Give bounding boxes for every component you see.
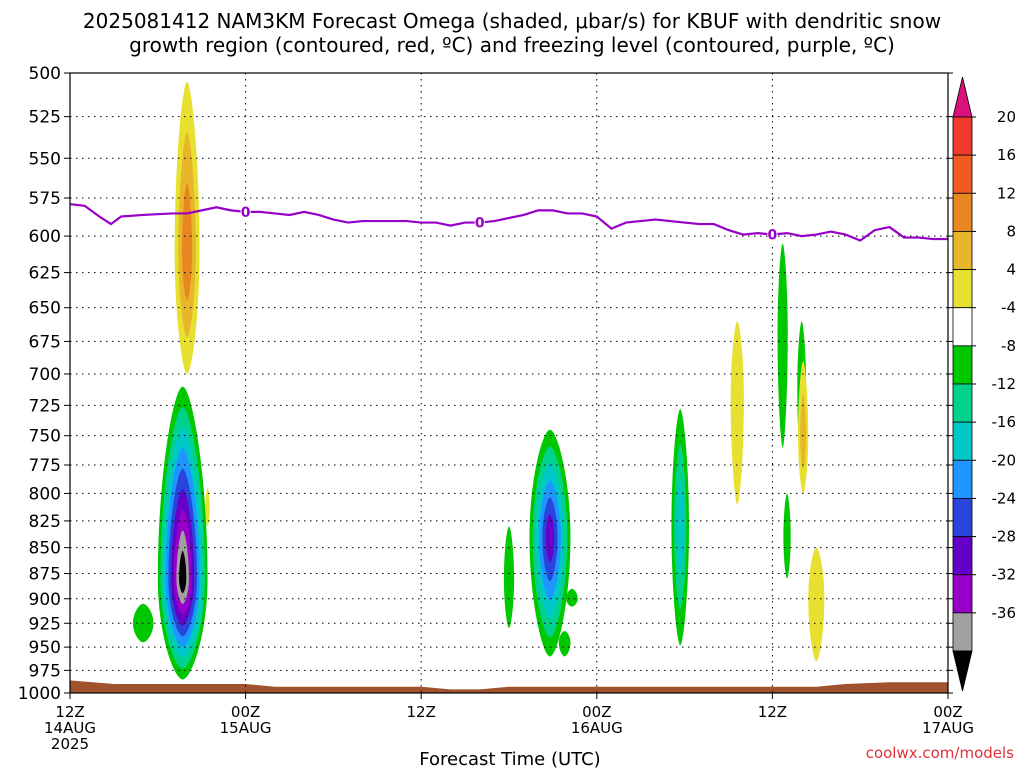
y-tick-label: 575 (29, 189, 61, 209)
y-tick-label: 650 (29, 299, 61, 319)
x-tick-label: 00Z (231, 703, 260, 721)
grid-lines (70, 73, 948, 693)
omega-blob-11-level-1 (800, 392, 807, 469)
colorbar-bottom-arrow (952, 650, 973, 692)
colorbar-segment (952, 383, 973, 423)
y-tick-label: 950 (29, 638, 61, 658)
colorbar-label: 4 (1006, 261, 1016, 279)
plot-area: 0 0 0 500 525 550 575 600 625 650 675 700 725 750 775 8… (18, 64, 974, 753)
colorbar-label: 16 (997, 146, 1016, 164)
colorbar-segment (952, 307, 973, 347)
x-tick-label: 12Z (758, 703, 787, 721)
freezing-level-label: 0 (475, 216, 485, 232)
omega-blob-6-level-2 (676, 479, 684, 575)
y-tick-label: 800 (29, 484, 61, 504)
x-tick-date-label: 17AUG (922, 719, 974, 737)
y-tick-label: 675 (29, 332, 61, 352)
x-tick-year-label: 2025 (51, 735, 89, 753)
chart-title-line1: 2025081412 NAM3KM Forecast Omega (shaded… (83, 9, 941, 33)
colorbar-label: -32 (992, 566, 1017, 584)
omega-shading (132, 81, 825, 680)
omega-blob-2-level-8 (179, 550, 187, 594)
colorbar-segment (952, 116, 973, 156)
omega-blob-4-level-5 (545, 514, 555, 563)
x-tick-label: 12Z (55, 703, 84, 721)
x-axis-label: Forecast Time (UTC) (419, 749, 600, 768)
y-tick-label: 825 (29, 512, 61, 532)
y-tick-label: 900 (29, 590, 61, 610)
colorbar-segment (952, 612, 973, 652)
freezing-level-label-bg (474, 214, 485, 231)
omega-blob-5-level-0 (503, 526, 515, 629)
colorbar-segment (952, 192, 973, 232)
x-tick-label: 00Z (933, 703, 962, 721)
chart-title-line2: growth region (contoured, red, ºC) and f… (129, 33, 895, 57)
colorbar-label: -16 (992, 413, 1017, 431)
y-tick-label: 750 (29, 427, 61, 447)
terrain-fill (70, 680, 948, 693)
colorbar-label: -4 (1001, 299, 1016, 317)
colorbar-label: 20 (997, 108, 1016, 126)
omega-blob-12-level-0 (808, 547, 825, 662)
y-tick-label: 625 (29, 264, 61, 284)
colorbar-label: -12 (992, 375, 1017, 393)
colorbar-segment (952, 231, 973, 270)
x-tick-date-label: 16AUG (571, 719, 623, 737)
y-tick-label: 550 (29, 149, 61, 169)
x-tick-label: 12Z (407, 703, 436, 721)
y-tick-label: 725 (29, 396, 61, 416)
y-tick-label: 1000 (18, 684, 61, 704)
colorbar-segment (952, 345, 973, 385)
plot-frame (69, 72, 949, 694)
y-tick-label: 525 (29, 108, 61, 128)
colorbar-top-arrow (952, 76, 973, 118)
colorbar-label: -8 (1001, 337, 1016, 355)
omega-blob-13-level-0 (566, 588, 578, 607)
y-tick-label: 700 (29, 365, 61, 385)
colorbar-label: -28 (992, 528, 1017, 546)
y-tick-label: 875 (29, 565, 61, 585)
colorbar-segment (952, 498, 973, 537)
colorbar-segment (952, 154, 973, 194)
omega-blob-7-level-0 (730, 321, 744, 505)
colorbar-label: -24 (992, 489, 1017, 507)
freezing-level-label: 0 (241, 205, 251, 221)
freezing-level-label: 0 (768, 228, 778, 244)
credit-text: coolwx.com/models (866, 744, 1014, 762)
y-tick-label: 600 (29, 227, 61, 247)
colorbar: 20 16 12 8 4 -4 -8 -12 -16 -20 -24 -28 -32 -36 (952, 76, 1017, 692)
y-tick-label: 975 (29, 661, 61, 681)
colorbar-label: 12 (997, 184, 1016, 202)
colorbar-label: -20 (992, 451, 1017, 469)
y-axis: 500 525 550 575 600 625 650 675 700 725 750 775 800 8… (18, 64, 953, 704)
omega-blob-9-level-0 (783, 493, 791, 579)
colorbar-segment (952, 574, 973, 614)
x-tick-date-label: 15AUG (220, 719, 272, 737)
x-tick-date-label: 14AUG (44, 719, 96, 737)
omega-blob-1-level-0 (205, 487, 210, 527)
omega-blob-14-level-0 (558, 630, 571, 657)
colorbar-label: -36 (992, 604, 1017, 622)
colorbar-label: 8 (1006, 222, 1016, 240)
freezing-level-line (69, 203, 948, 242)
colorbar-segment (952, 421, 973, 461)
colorbar-segment (952, 269, 973, 309)
y-tick-label: 925 (29, 614, 61, 634)
freezing-level-label-bg (767, 226, 778, 243)
y-tick-label: 500 (29, 64, 61, 84)
y-tick-label: 850 (29, 539, 61, 559)
freezing-level-label-bg (240, 203, 251, 220)
colorbar-segment (952, 536, 973, 576)
omega-blob-8-level-0 (777, 243, 788, 448)
colorbar-segment (952, 459, 973, 499)
x-tick-label: 00Z (582, 703, 611, 721)
y-tick-label: 775 (29, 456, 61, 476)
